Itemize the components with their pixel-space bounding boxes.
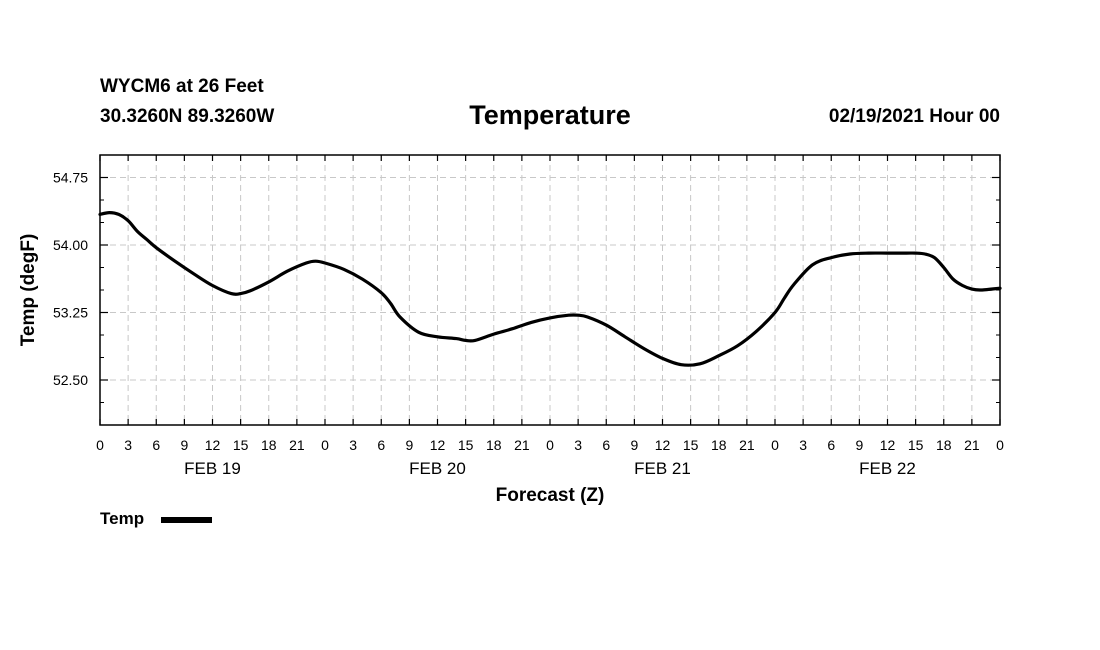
x-tick-label: 0 [546,437,554,453]
x-tick-label: 12 [430,437,446,453]
x-tick-label: 15 [683,437,699,453]
x-tick-label: 0 [321,437,329,453]
y-tick-label: 53.25 [53,305,88,321]
x-tick-label: 21 [289,437,305,453]
x-tick-label: 21 [739,437,755,453]
x-tick-label: 3 [574,437,582,453]
day-label: FEB 22 [859,459,916,478]
forecast-datetime: 02/19/2021 Hour 00 [828,106,1000,127]
legend-swatch [161,517,212,523]
day-label: FEB 21 [634,459,691,478]
x-tick-label: 21 [514,437,530,453]
chart-title: Temperature [469,100,631,130]
legend-label: Temp [100,509,145,528]
x-tick-label: 0 [771,437,779,453]
x-tick-label: 3 [349,437,357,453]
x-tick-label: 12 [655,437,671,453]
x-tick-label: 21 [964,437,980,453]
plot-frame [99,154,1001,426]
y-tick-label: 52.50 [53,372,88,388]
x-tick-label: 18 [711,437,727,453]
y-axis-title: Temp (degF) [18,234,39,347]
temp-series-line [98,211,1002,367]
x-tick-label: 15 [458,437,474,453]
x-tick-label: 18 [936,437,952,453]
day-label: FEB 19 [184,459,241,478]
x-tick-label: 18 [261,437,277,453]
x-tick-label: 12 [880,437,896,453]
x-tick-label: 6 [602,437,610,453]
station-label: WYCM6 at 26 Feet [100,76,264,97]
x-tick-label: 0 [96,437,104,453]
x-tick-label: 12 [205,437,221,453]
x-tick-label: 15 [233,437,249,453]
y-tick-label: 54.00 [53,237,88,253]
x-tick-label: 9 [855,437,863,453]
x-tick-label: 18 [486,437,502,453]
x-tick-label: 9 [630,437,638,453]
day-label: FEB 20 [409,459,466,478]
x-tick-label: 6 [152,437,160,453]
x-tick-label: 9 [180,437,188,453]
x-tick-label: 15 [908,437,924,453]
x-tick-label: 3 [124,437,132,453]
x-tick-label: 6 [377,437,385,453]
x-tick-label: 6 [827,437,835,453]
x-tick-label: 3 [799,437,807,453]
x-tick-label: 0 [996,437,1004,453]
x-axis-title: Forecast (Z) [496,485,605,506]
x-tick-label: 9 [405,437,413,453]
y-tick-label: 54.75 [53,170,88,186]
coordinates-label: 30.3260N 89.3260W [100,106,275,127]
